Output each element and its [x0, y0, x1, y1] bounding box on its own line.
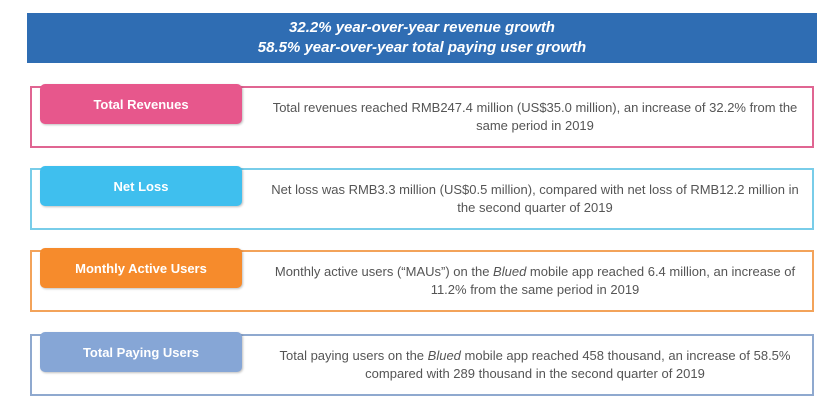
mau-app-name: Blued	[493, 264, 527, 279]
mau-text-end: mobile app reached 6.4 million, an incre…	[430, 264, 796, 297]
headline-banner: 32.2% year-over-year revenue growth 58.5…	[27, 13, 817, 63]
monthly-active-users-label: Monthly Active Users	[40, 248, 242, 288]
total-paying-users-description: Total paying users on the Blued mobile a…	[264, 336, 806, 394]
total-revenues-text: Total revenues reached RMB247.4 million …	[272, 100, 798, 133]
total-revenues-description: Total revenues reached RMB247.4 million …	[264, 88, 806, 146]
net-loss-label: Net Loss	[40, 166, 242, 206]
card-total-paying-users: Total Paying Users Total paying users on…	[30, 332, 814, 396]
mau-text-start: Monthly active users (“MAUs”) on the	[274, 264, 494, 279]
headline-revenue-growth: 32.2% year-over-year revenue growth	[289, 19, 555, 36]
headline-paying-user-growth: 58.5% year-over-year total paying user g…	[257, 39, 587, 56]
card-total-revenues: Total Revenues Total revenues reached RM…	[30, 84, 814, 148]
mau-text: Monthly active users (“MAUs”) on the Blu…	[264, 263, 806, 299]
net-loss-description: Net loss was RMB3.3 million (US$0.5 mill…	[264, 170, 806, 228]
net-loss-text: Net loss was RMB3.3 million (US$0.5 mill…	[271, 182, 799, 215]
paying-users-text-end: mobile app reached 458 thousand, an incr…	[365, 348, 791, 381]
paying-users-text-start: Total paying users on the	[279, 348, 428, 363]
paying-users-app-name: Blued	[427, 348, 461, 363]
total-revenues-label: Total Revenues	[40, 84, 242, 124]
card-net-loss: Net Loss Net loss was RMB3.3 million (US…	[30, 166, 814, 230]
card-monthly-active-users: Monthly Active Users Monthly active user…	[30, 248, 814, 312]
monthly-active-users-description: Monthly active users (“MAUs”) on the Blu…	[264, 252, 806, 310]
total-paying-users-label: Total Paying Users	[40, 332, 242, 372]
paying-users-text: Total paying users on the Blued mobile a…	[264, 347, 806, 383]
